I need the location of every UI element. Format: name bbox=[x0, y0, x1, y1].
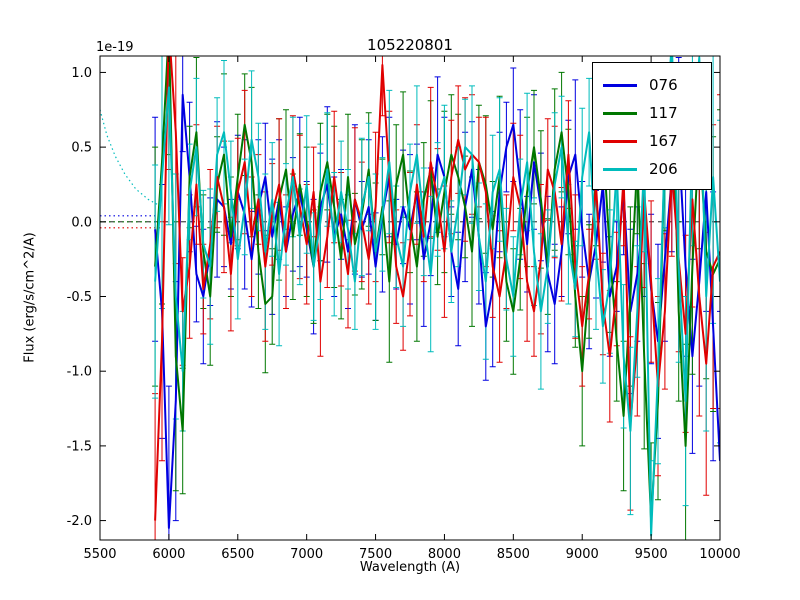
series-lines bbox=[154, 56, 720, 537]
y-tick-label: -0.5 bbox=[67, 290, 92, 305]
y-tick-label: -1.5 bbox=[67, 439, 92, 454]
legend: 076 117 167 206 bbox=[592, 62, 712, 190]
legend-line-swatch-206 bbox=[603, 167, 637, 171]
y-tick-labels: 1.0 0.5 0.0 -0.5 -1.0 -1.5 -2.0 bbox=[67, 66, 92, 529]
y-tick-label: -1.0 bbox=[67, 365, 92, 380]
y-tick-label: 0.5 bbox=[71, 141, 92, 156]
axes-frame bbox=[99, 55, 721, 541]
legend-line-swatch-117 bbox=[603, 111, 637, 115]
legend-label-117: 117 bbox=[649, 104, 678, 122]
x-tick-labels: 5500 6000 6500 7000 7500 8000 8500 9000 9500 1000… bbox=[83, 547, 740, 562]
legend-line-swatch-076 bbox=[603, 83, 637, 87]
y-tick-label: -2.0 bbox=[67, 514, 92, 529]
legend-entry-076: 076 bbox=[603, 71, 701, 99]
y-tick-label: 0.0 bbox=[71, 215, 92, 230]
y-axis-offset-text: 1e-19 bbox=[96, 40, 134, 55]
x-tick-label: 8500 bbox=[497, 547, 530, 562]
x-tick-label: 10000 bbox=[699, 547, 740, 562]
dotted-pre-curves bbox=[100, 109, 163, 229]
206-dotted-left bbox=[100, 109, 163, 208]
x-tick-label: 6000 bbox=[152, 547, 185, 562]
axis-ticks bbox=[99, 56, 721, 540]
x-tick-label: 7500 bbox=[359, 547, 392, 562]
legend-entry-117: 117 bbox=[603, 99, 701, 127]
x-tick-label: 6500 bbox=[221, 547, 254, 562]
chart-title: 105220801 bbox=[367, 36, 453, 54]
x-tick-label: 9000 bbox=[566, 547, 599, 562]
x-axis-label: Wavelength (A) bbox=[359, 560, 461, 575]
y-tick-label: 1.0 bbox=[71, 66, 92, 81]
x-tick-label: 5500 bbox=[83, 547, 116, 562]
x-tick-label: 8000 bbox=[428, 547, 461, 562]
legend-label-206: 206 bbox=[649, 160, 678, 178]
series-line-206 bbox=[154, 56, 720, 537]
legend-line-swatch-167 bbox=[603, 139, 637, 143]
legend-label-167: 167 bbox=[649, 132, 678, 150]
x-tick-label: 7000 bbox=[290, 547, 323, 562]
legend-entry-167: 167 bbox=[603, 127, 701, 155]
legend-label-076: 076 bbox=[649, 76, 678, 94]
x-tick-label: 9500 bbox=[635, 547, 668, 562]
legend-entry-206: 206 bbox=[603, 155, 701, 183]
